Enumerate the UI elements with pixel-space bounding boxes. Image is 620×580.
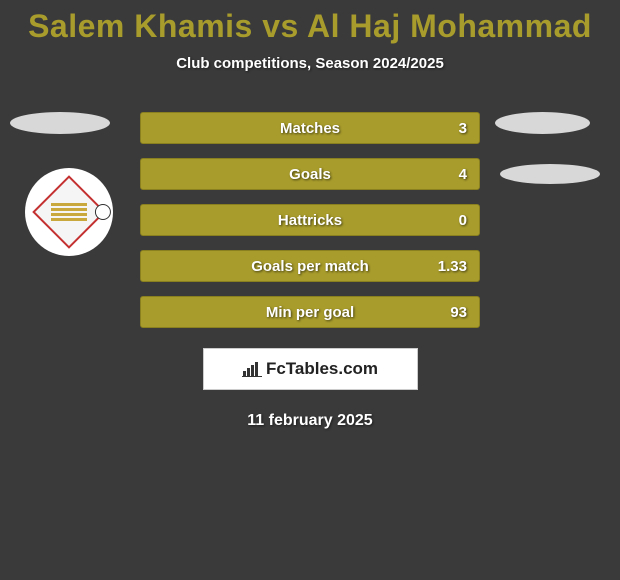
team-logo bbox=[25, 168, 113, 256]
brand-badge: FcTables.com bbox=[203, 348, 418, 390]
stat-bar-min-per-goal: Min per goal 93 bbox=[140, 296, 480, 328]
stat-value: 3 bbox=[459, 120, 467, 137]
stat-label: Matches bbox=[280, 120, 340, 137]
stat-bar-goals: Goals 4 bbox=[140, 158, 480, 190]
bar-chart-icon bbox=[242, 361, 262, 377]
stats-area: Matches 3 Goals 4 Hattricks 0 Goals per … bbox=[0, 112, 620, 328]
subtitle: Club competitions, Season 2024/2025 bbox=[176, 55, 444, 72]
stat-bars: Matches 3 Goals 4 Hattricks 0 Goals per … bbox=[140, 112, 480, 328]
infographic-container: Salem Khamis vs Al Haj Mohammad Club com… bbox=[0, 0, 620, 430]
stat-value: 0 bbox=[459, 212, 467, 229]
stat-label: Goals per match bbox=[251, 258, 369, 275]
player-right-ellipse-1 bbox=[495, 112, 590, 134]
stat-label: Min per goal bbox=[266, 304, 354, 321]
date-text: 11 february 2025 bbox=[247, 412, 372, 430]
stat-bar-matches: Matches 3 bbox=[140, 112, 480, 144]
stat-bar-hattricks: Hattricks 0 bbox=[140, 204, 480, 236]
brand-text: FcTables.com bbox=[266, 359, 378, 379]
stat-value: 4 bbox=[459, 166, 467, 183]
stat-label: Hattricks bbox=[278, 212, 342, 229]
stat-bar-goals-per-match: Goals per match 1.33 bbox=[140, 250, 480, 282]
stat-label: Goals bbox=[289, 166, 331, 183]
stat-value: 93 bbox=[450, 304, 467, 321]
stat-value: 1.33 bbox=[438, 258, 467, 275]
soccer-ball-icon bbox=[95, 204, 111, 220]
team-logo-stripes bbox=[51, 194, 87, 230]
player-right-ellipse-2 bbox=[500, 164, 600, 184]
player-left-ellipse bbox=[10, 112, 110, 134]
team-logo-diamond bbox=[32, 175, 106, 249]
page-title: Salem Khamis vs Al Haj Mohammad bbox=[28, 8, 592, 45]
